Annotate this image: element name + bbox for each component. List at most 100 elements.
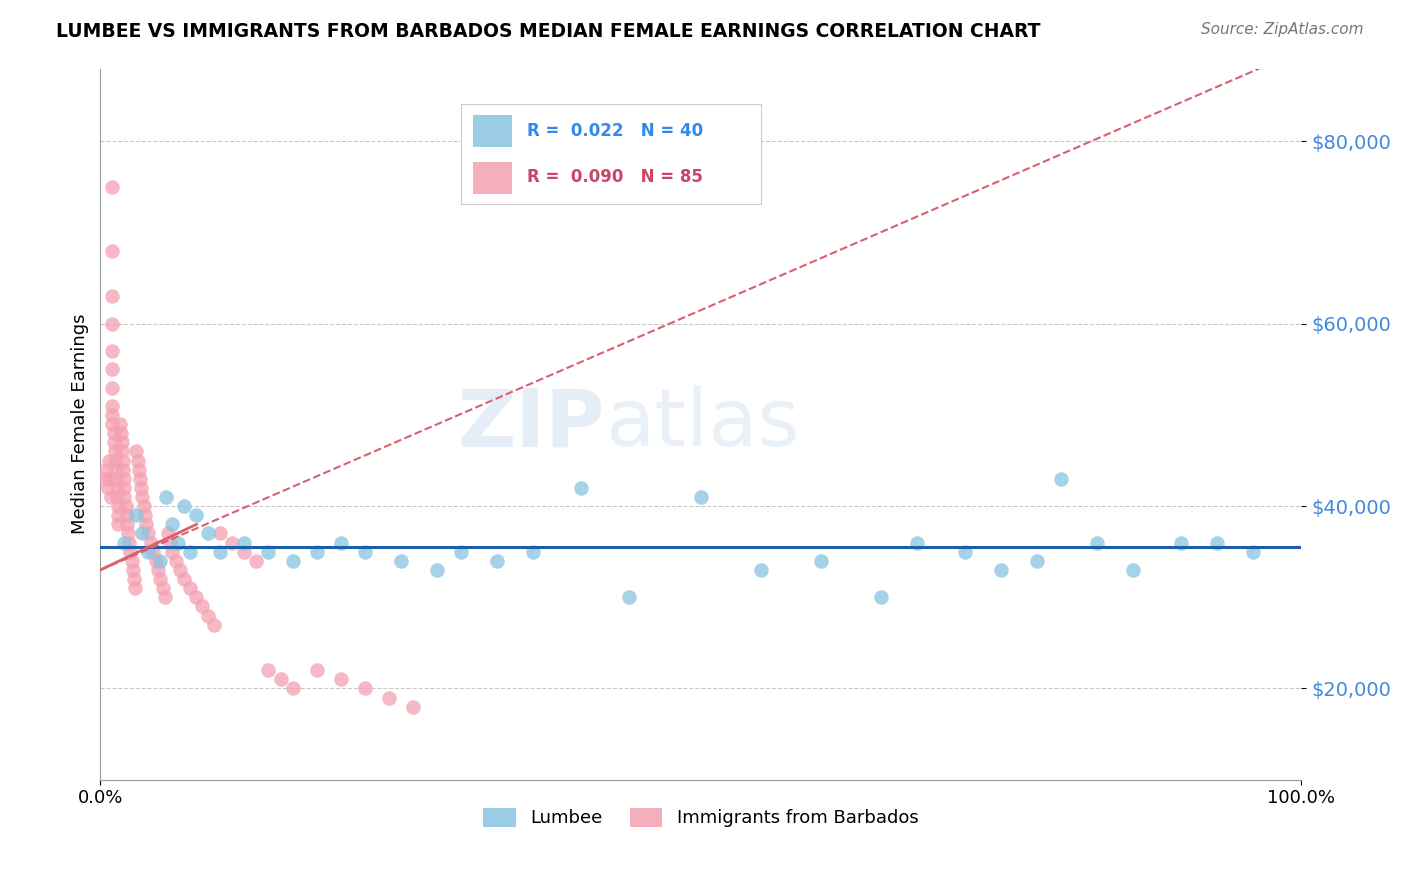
Point — [281, 554, 304, 568]
Point — [145, 554, 167, 568]
Point — [155, 490, 177, 504]
Point — [1026, 554, 1049, 568]
Point — [135, 517, 157, 532]
Point — [131, 490, 153, 504]
Point — [131, 526, 153, 541]
Point — [108, 417, 131, 431]
Point — [204, 617, 226, 632]
Point — [125, 508, 148, 523]
Point — [281, 681, 304, 696]
Point — [1050, 472, 1073, 486]
Point — [129, 472, 152, 486]
Point — [101, 362, 124, 376]
Point — [104, 453, 127, 467]
Point — [450, 544, 472, 558]
Point — [96, 481, 118, 495]
Point — [329, 673, 352, 687]
Point — [139, 535, 162, 549]
Point — [389, 554, 412, 568]
Point — [149, 572, 172, 586]
Point — [120, 544, 142, 558]
Point — [522, 544, 544, 558]
Point — [111, 435, 134, 450]
Point — [169, 563, 191, 577]
Point — [98, 472, 121, 486]
Point — [155, 591, 177, 605]
Point — [115, 517, 138, 532]
Point — [101, 317, 124, 331]
Point — [138, 526, 160, 541]
Point — [94, 472, 117, 486]
Legend: Lumbee, Immigrants from Barbados: Lumbee, Immigrants from Barbados — [477, 801, 925, 835]
Point — [107, 517, 129, 532]
Point — [134, 508, 156, 523]
Point — [101, 417, 124, 431]
Point — [101, 180, 124, 194]
Point — [159, 535, 181, 549]
Point — [121, 554, 143, 568]
Point — [111, 444, 134, 458]
Point — [689, 490, 711, 504]
Point — [112, 463, 135, 477]
Y-axis label: Median Female Earnings: Median Female Earnings — [72, 314, 89, 534]
Point — [115, 508, 138, 523]
Point — [1170, 535, 1192, 549]
Point — [1122, 563, 1144, 577]
Text: LUMBEE VS IMMIGRANTS FROM BARBADOS MEDIAN FEMALE EARNINGS CORRELATION CHART: LUMBEE VS IMMIGRANTS FROM BARBADOS MEDIA… — [56, 22, 1040, 41]
Point — [129, 481, 152, 495]
Point — [617, 591, 640, 605]
Point — [101, 381, 124, 395]
Point — [233, 544, 256, 558]
Point — [173, 499, 195, 513]
Point — [233, 535, 256, 549]
Point — [305, 663, 328, 677]
Point — [270, 673, 292, 687]
Point — [1241, 544, 1264, 558]
Point — [197, 526, 219, 541]
Point — [100, 490, 122, 504]
Point — [426, 563, 449, 577]
Point — [953, 544, 976, 558]
Point — [173, 572, 195, 586]
Point — [122, 572, 145, 586]
Point — [101, 244, 124, 258]
Text: atlas: atlas — [605, 385, 799, 463]
Point — [114, 499, 136, 513]
Point — [117, 526, 139, 541]
Point — [167, 535, 190, 549]
Point — [142, 544, 165, 558]
Point — [112, 472, 135, 486]
Point — [127, 453, 149, 467]
Point — [186, 508, 208, 523]
Point — [245, 554, 267, 568]
Point — [569, 481, 592, 495]
Text: ZIP: ZIP — [457, 385, 605, 463]
Point — [103, 435, 125, 450]
Point — [101, 408, 124, 422]
Point — [209, 526, 232, 541]
Point — [103, 426, 125, 441]
Point — [105, 481, 128, 495]
Point — [209, 544, 232, 558]
Point — [990, 563, 1012, 577]
Point — [107, 508, 129, 523]
Point — [107, 499, 129, 513]
Point — [485, 554, 508, 568]
Point — [112, 481, 135, 495]
Point — [162, 544, 184, 558]
Point — [105, 490, 128, 504]
Point — [1206, 535, 1229, 549]
Point — [101, 399, 124, 413]
Point — [97, 453, 120, 467]
Point — [179, 581, 201, 595]
Point — [257, 544, 280, 558]
Point — [118, 535, 141, 549]
Point — [96, 463, 118, 477]
Point — [905, 535, 928, 549]
Point — [221, 535, 243, 549]
Point — [101, 344, 124, 359]
Point — [112, 535, 135, 549]
Point — [749, 563, 772, 577]
Point — [125, 444, 148, 458]
Point — [156, 526, 179, 541]
